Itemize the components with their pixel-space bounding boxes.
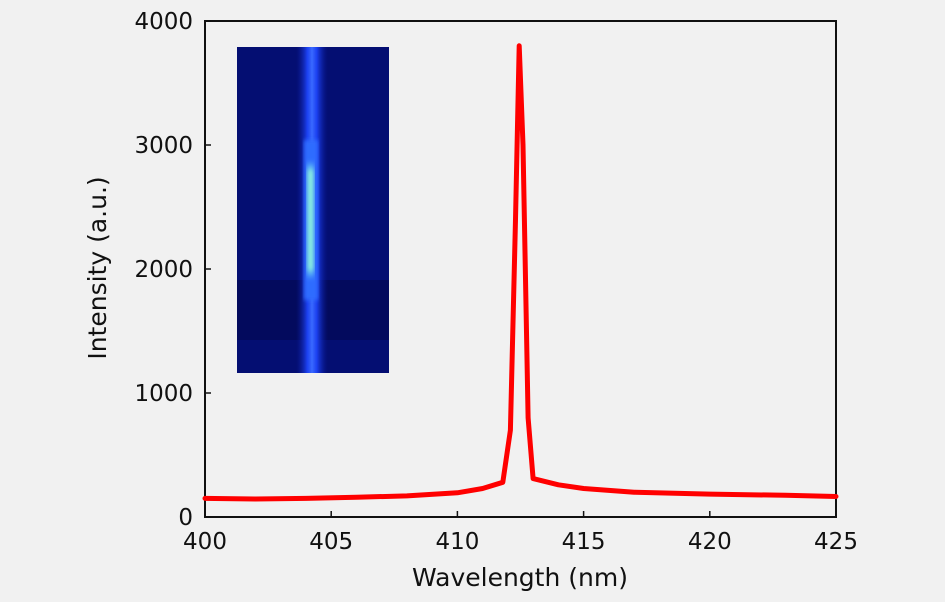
x-axis-title: Wavelength (nm)	[412, 563, 628, 592]
x-tick-label: 415	[562, 529, 606, 555]
series-line	[202, 43, 839, 502]
x-tick-label: 400	[183, 529, 227, 555]
x-tick-label: 410	[435, 529, 479, 555]
y-axis-title: Intensity (a.u.)	[83, 176, 112, 359]
y-tick-label: 4000	[134, 9, 193, 35]
inset-spectrum-image	[237, 47, 389, 373]
x-tick-label: 405	[309, 529, 353, 555]
y-tick-label: 3000	[134, 133, 193, 159]
x-tick-label: 425	[814, 529, 858, 555]
y-tick-label: 1000	[134, 381, 193, 407]
y-tick-label: 2000	[134, 257, 193, 283]
x-tick-label: 420	[688, 529, 732, 555]
y-tick-label: 0	[178, 505, 193, 531]
